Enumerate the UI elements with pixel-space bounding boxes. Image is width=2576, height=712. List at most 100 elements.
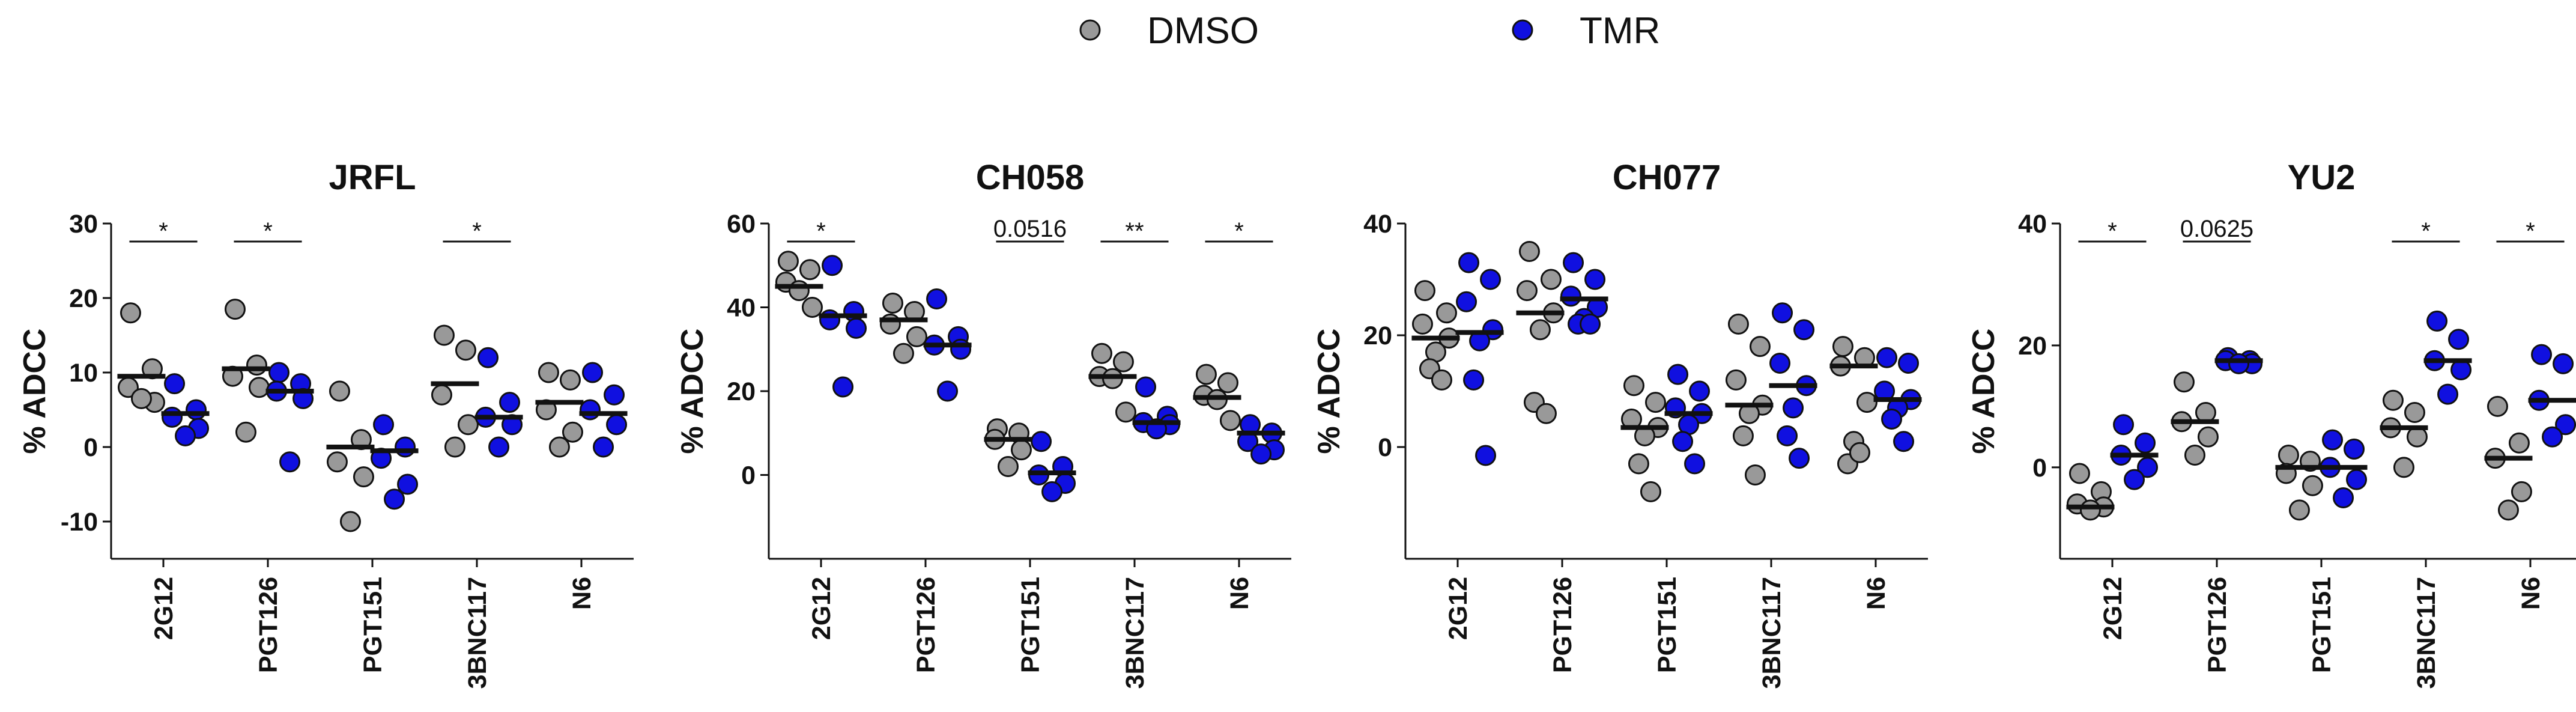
x-tick-label: 3BNC117 bbox=[1121, 577, 1150, 689]
data-point-tmr bbox=[164, 373, 186, 395]
legend-dmso-label: DMSO bbox=[1147, 10, 1259, 52]
data-point-tmr bbox=[373, 414, 395, 436]
significance-label: * bbox=[1234, 218, 1244, 245]
data-point-tmr bbox=[186, 399, 207, 421]
data-point-dmso bbox=[2288, 499, 2310, 521]
data-point-tmr bbox=[1135, 376, 1157, 398]
data-point-tmr bbox=[926, 288, 948, 310]
y-tick-label: 0 bbox=[741, 461, 756, 490]
data-point-dmso bbox=[2277, 445, 2299, 466]
data-point-tmr bbox=[593, 436, 614, 458]
data-point-dmso bbox=[2302, 475, 2323, 496]
data-point-tmr bbox=[1777, 425, 1798, 446]
data-point-tmr bbox=[822, 255, 843, 276]
data-point-dmso bbox=[1518, 241, 1540, 262]
data-point-tmr bbox=[477, 347, 499, 368]
data-point-tmr bbox=[1563, 252, 1584, 273]
data-point-dmso bbox=[1732, 425, 1754, 446]
data-point-tmr bbox=[1041, 481, 1063, 502]
data-point-tmr bbox=[604, 384, 625, 406]
data-point-tmr bbox=[1789, 448, 1810, 469]
significance-label: * bbox=[263, 218, 273, 245]
data-point-tmr bbox=[1584, 269, 1606, 290]
data-point-dmso bbox=[1628, 453, 1649, 475]
panel-title: JRFL bbox=[329, 158, 416, 197]
data-point-dmso bbox=[248, 377, 270, 398]
data-point-tmr bbox=[582, 362, 604, 383]
data-point-tmr bbox=[2333, 487, 2354, 509]
y-axis-label: % ADCC bbox=[1966, 329, 2001, 454]
data-point-dmso bbox=[1749, 336, 1771, 358]
data-point-dmso bbox=[2382, 389, 2404, 411]
y-axis-label: % ADCC bbox=[675, 329, 710, 454]
data-point-dmso bbox=[224, 299, 246, 320]
data-point-tmr bbox=[937, 380, 959, 402]
data-point-tmr bbox=[1580, 313, 1601, 335]
data-point-tmr bbox=[1881, 409, 1903, 430]
data-point-tmr bbox=[397, 473, 419, 495]
data-point-dmso bbox=[1112, 351, 1134, 373]
y-axis-label: % ADCC bbox=[17, 329, 52, 454]
legend-tmr-label: TMR bbox=[1580, 10, 1660, 52]
x-tick-label: 3BNC117 bbox=[463, 577, 492, 689]
y-tick-label: 40 bbox=[2018, 210, 2047, 239]
data-point-dmso bbox=[2511, 481, 2532, 502]
data-point-tmr bbox=[2553, 353, 2574, 374]
data-point-tmr bbox=[1463, 369, 1485, 391]
data-point-tmr bbox=[2555, 414, 2576, 436]
x-tick-label: PGT151 bbox=[1653, 577, 1682, 673]
y-tick-label: 40 bbox=[727, 294, 756, 323]
data-point-dmso bbox=[1640, 481, 1661, 502]
panel-jrfl: JRFL % ADCC -10 0 10 20 30 2G12 * PGT126 * PGT151 3B… bbox=[17, 158, 634, 689]
data-point-tmr bbox=[819, 309, 841, 330]
x-tick-label: PGT126 bbox=[2203, 577, 2232, 673]
data-point-dmso bbox=[2404, 402, 2425, 424]
data-point-dmso bbox=[1219, 410, 1241, 431]
significance-label: * bbox=[2526, 218, 2535, 245]
data-point-tmr bbox=[2228, 353, 2250, 374]
x-tick-label: PGT151 bbox=[359, 577, 387, 673]
data-point-dmso bbox=[1411, 313, 1433, 335]
data-point-tmr bbox=[1893, 431, 1915, 452]
x-tick-label: 3BNC117 bbox=[1757, 577, 1786, 689]
data-point-dmso bbox=[2508, 432, 2530, 454]
significance-label: * bbox=[2108, 218, 2117, 245]
x-tick-label: 2G12 bbox=[150, 577, 178, 640]
data-point-tmr bbox=[1560, 285, 1582, 307]
data-point-dmso bbox=[559, 369, 581, 391]
data-point-dmso bbox=[893, 342, 914, 364]
y-tick-label: 20 bbox=[1363, 321, 1392, 350]
data-point-dmso bbox=[1832, 336, 1853, 358]
data-point-tmr bbox=[2448, 329, 2470, 350]
significance-label: 0.0625 bbox=[2180, 216, 2253, 242]
data-point-dmso bbox=[120, 302, 141, 324]
data-point-dmso bbox=[2406, 426, 2428, 448]
panel-ch077: CH077 % ADCC 0 20 40 2G12 PGT126 PGT151 3BNC117 N… bbox=[1312, 158, 1928, 689]
data-point-tmr bbox=[488, 436, 510, 458]
data-point-tmr bbox=[1475, 445, 1497, 466]
y-tick-label: 20 bbox=[69, 284, 98, 313]
panel-yu2: YU2 % ADCC 0 20 40 2G12 * PGT126 0.0625 PGT151 3BN… bbox=[1966, 158, 2576, 689]
data-point-tmr bbox=[1458, 252, 1480, 273]
data-point-dmso bbox=[1623, 375, 1644, 397]
x-tick-label: PGT126 bbox=[1548, 577, 1577, 673]
data-point-dmso bbox=[2195, 402, 2216, 424]
significance-label: * bbox=[816, 218, 826, 245]
significance-label: * bbox=[159, 218, 168, 245]
data-point-dmso bbox=[1414, 280, 1435, 302]
data-point-dmso bbox=[1217, 372, 1238, 394]
data-point-dmso bbox=[879, 313, 901, 335]
x-tick-label: 2G12 bbox=[807, 577, 836, 640]
data-point-dmso bbox=[457, 414, 479, 436]
data-point-tmr bbox=[2135, 432, 2156, 454]
data-point-dmso bbox=[1516, 280, 1538, 302]
data-point-tmr bbox=[268, 362, 290, 383]
x-tick-label: PGT126 bbox=[254, 577, 283, 673]
data-point-tmr bbox=[2426, 310, 2448, 332]
data-point-dmso bbox=[235, 421, 256, 443]
data-point-tmr bbox=[2531, 344, 2553, 365]
data-point-dmso bbox=[1725, 369, 1747, 391]
data-point-dmso bbox=[1010, 439, 1032, 461]
x-tick-label: N6 bbox=[2517, 577, 2545, 610]
